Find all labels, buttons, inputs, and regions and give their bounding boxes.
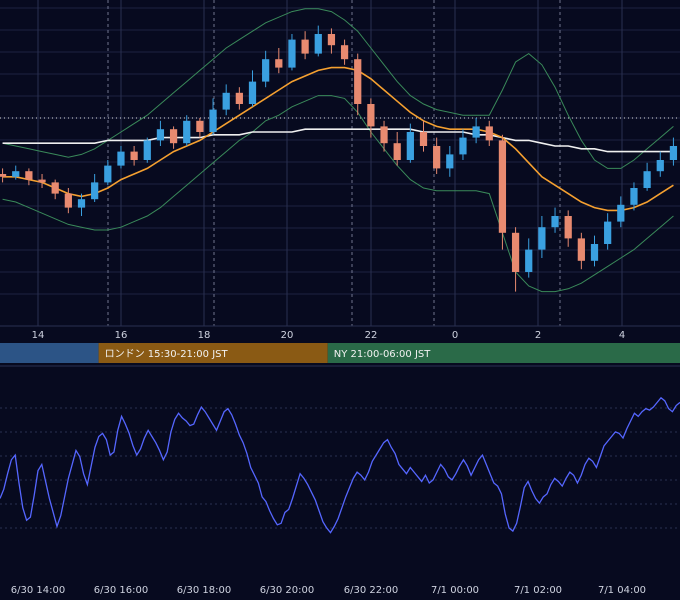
session-label: ロンドン 15:30-21:00 JST	[105, 349, 229, 360]
candle-body	[169, 129, 178, 144]
candle-body	[590, 244, 599, 261]
osc-x-tick-label: 6/30 20:00	[260, 585, 314, 596]
candle-body	[327, 34, 336, 46]
moving-average-short	[2, 66, 674, 212]
candle-body	[340, 45, 349, 60]
candle-body	[367, 104, 375, 127]
main-x-axis: 14 16 18 20 22 0 2 4	[0, 325, 680, 341]
candlesticks	[0, 25, 678, 292]
candle-body	[472, 126, 480, 138]
candle-body	[0, 174, 7, 177]
candle-body	[209, 109, 217, 132]
oscillator-grid	[0, 365, 680, 529]
session-bar: ロンドン 15:30-21:00 JST NY 21:00-06:00 JST	[0, 343, 680, 363]
candle-body	[419, 132, 428, 146]
candle-body	[248, 81, 257, 104]
candle-body	[538, 227, 546, 250]
candle-body	[630, 188, 638, 205]
candle-body	[117, 151, 125, 166]
osc-x-tick-label: 7/1 04:00	[598, 585, 646, 596]
candle-body	[196, 120, 204, 132]
main-x-tick-label: 18	[198, 330, 211, 341]
oscillator-line	[0, 396, 680, 534]
main-x-tick-label: 2	[535, 330, 541, 341]
candle-body	[222, 92, 230, 110]
candle-body	[446, 154, 454, 169]
candle-body	[288, 39, 296, 68]
main-x-tick-label: 0	[452, 330, 458, 341]
candle-body	[433, 146, 441, 169]
oscillator-x-axis: 6/30 14:00 6/30 16:00 6/30 18:00 6/30 20:00…	[11, 585, 646, 596]
session-segment	[0, 343, 99, 363]
candle-body	[525, 249, 533, 272]
candle-body	[406, 132, 414, 160]
candle-body	[617, 204, 625, 222]
osc-x-tick-label: 6/30 14:00	[11, 585, 65, 596]
candle-body	[64, 193, 72, 208]
main-x-tick-label: 16	[115, 330, 128, 341]
candle-body	[143, 140, 151, 160]
candle-body	[551, 216, 559, 228]
osc-x-tick-label: 6/30 16:00	[94, 585, 148, 596]
candle-body	[262, 59, 270, 82]
candle-body	[77, 199, 86, 208]
candle-body	[656, 160, 664, 172]
session-segment	[327, 343, 680, 363]
main-panel-bg	[0, 0, 680, 326]
moving-averages	[2, 66, 674, 212]
candle-body	[183, 120, 191, 144]
moving-average-long	[2, 128, 674, 153]
candle-body	[643, 171, 651, 188]
main-x-tick-label: 22	[365, 330, 378, 341]
session-segment	[98, 343, 328, 363]
main-x-tick-label: 20	[281, 330, 294, 341]
candle-body	[156, 129, 165, 141]
candle-body	[301, 39, 309, 54]
candle-body	[380, 126, 388, 144]
candle-body	[498, 140, 507, 233]
session-label: NY 21:00-06:00 JST	[334, 349, 431, 360]
candle-body	[314, 34, 322, 54]
candle-body	[669, 146, 678, 160]
osc-x-tick-label: 6/30 22:00	[344, 585, 398, 596]
candle-body	[38, 179, 46, 183]
candle-body	[393, 143, 401, 160]
candle-body	[235, 92, 243, 104]
candle-body	[275, 59, 283, 68]
main-x-tick-label: 4	[619, 330, 625, 341]
candle-body	[354, 59, 362, 104]
main-grid	[0, 0, 680, 326]
candle-body	[459, 137, 467, 155]
bollinger-lower	[2, 95, 674, 293]
osc-x-tick-label: 6/30 18:00	[177, 585, 231, 596]
candle-body	[51, 182, 59, 194]
candle-body	[91, 182, 99, 200]
candle-body	[604, 221, 612, 244]
bollinger-upper	[2, 8, 674, 169]
candle-body	[577, 238, 585, 261]
candle-body	[25, 171, 33, 180]
osc-panel-bg	[0, 366, 680, 600]
oscillator-series	[0, 396, 680, 534]
candle-body	[130, 151, 138, 160]
bollinger-bands	[2, 8, 674, 293]
candle-body	[511, 232, 520, 272]
osc-x-tick-label: 7/1 00:00	[431, 585, 479, 596]
osc-x-tick-label: 7/1 02:00	[514, 585, 562, 596]
main-x-tick-label: 14	[32, 330, 45, 341]
candle-body	[12, 171, 20, 177]
candle-body	[485, 126, 493, 141]
candle-body	[564, 216, 572, 239]
candle-body	[104, 165, 112, 183]
